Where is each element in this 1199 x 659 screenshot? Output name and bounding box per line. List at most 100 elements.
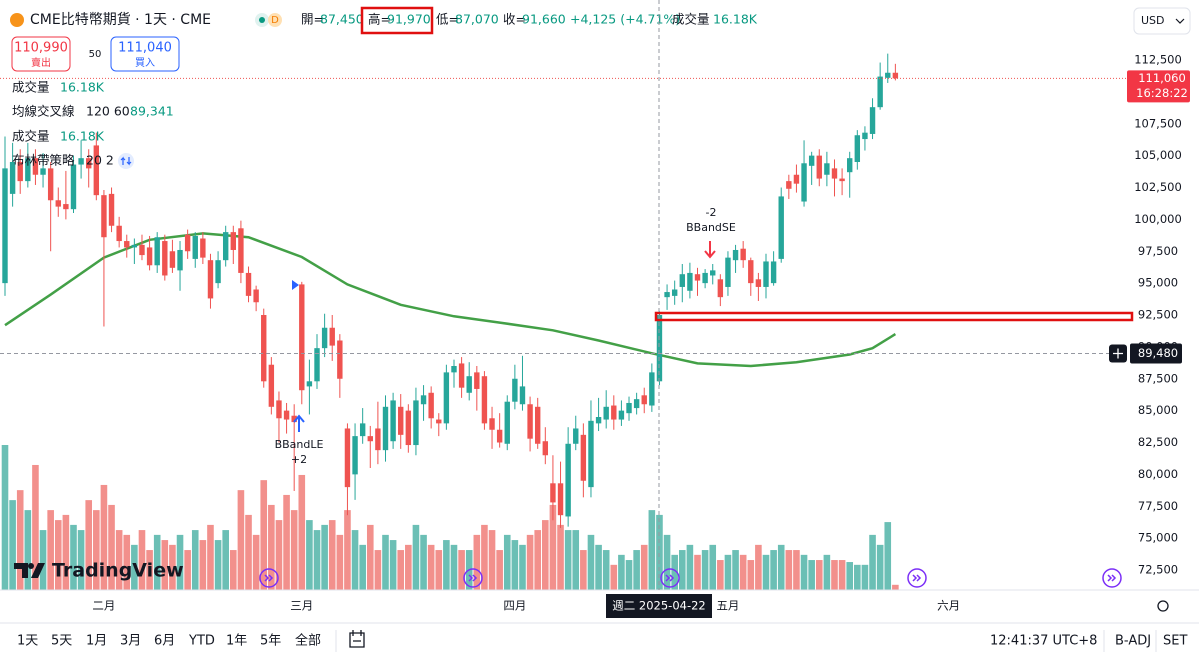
currency[interactable]: USD [1141, 14, 1165, 27]
volume-bar [854, 564, 861, 590]
ohlc-value: 91,660 [522, 12, 566, 27]
candle-body [641, 395, 647, 405]
legend-name[interactable]: 成交量 [12, 129, 50, 144]
volume-bar [93, 510, 100, 590]
logo[interactable]: TradingView [52, 560, 184, 582]
sell-label[interactable]: 賣出 [31, 56, 51, 69]
candle-body [535, 406, 541, 444]
legend-value: 16.18K [60, 129, 105, 144]
range-button[interactable]: 6月 [154, 634, 175, 649]
volume-bar [633, 550, 640, 590]
annotation: BBandSE [686, 221, 736, 234]
volume-bar [306, 520, 313, 590]
volume-bar [618, 554, 625, 590]
y-tick-label: 102,500 [1134, 180, 1182, 194]
y-tick-label: 87,500 [1138, 371, 1178, 385]
badge-bg [268, 13, 282, 27]
crosshair-plus [1113, 348, 1123, 359]
candle-body [184, 234, 191, 252]
spread: 50 [89, 49, 102, 60]
replay-icon[interactable] [1102, 568, 1122, 588]
y-tick-label: 85,000 [1138, 403, 1178, 417]
x-tick-label: 三月 [290, 599, 313, 613]
strategy-icon[interactable] [118, 153, 134, 169]
volume-bar [580, 550, 587, 590]
candle-body [580, 434, 587, 481]
buy-button[interactable] [110, 36, 180, 72]
annotation: -2 [706, 206, 717, 219]
candle-body [519, 386, 526, 405]
volume-bar [77, 530, 85, 590]
candle-body [512, 378, 518, 402]
volume-bar [245, 514, 252, 590]
range-button[interactable]: 全部 [295, 633, 321, 649]
currency-button[interactable] [1133, 7, 1191, 35]
legend-name[interactable]: 均線交叉線 [12, 104, 75, 119]
strategy-icon-arrows [120, 156, 132, 166]
volume-bar [366, 524, 374, 590]
candle-body [725, 257, 731, 287]
candle-body [618, 410, 625, 420]
volume-bar [519, 544, 526, 590]
volume-bar [237, 490, 245, 590]
countdown: 16:28:22 [1136, 86, 1188, 100]
buy-label[interactable]: 買入 [135, 57, 155, 69]
candle-body [443, 372, 450, 424]
range-button[interactable]: 5天 [51, 634, 72, 649]
replay-icon[interactable] [660, 568, 680, 588]
volume-bar [123, 534, 131, 590]
candle-body [633, 399, 640, 409]
range-button[interactable]: YTD [188, 634, 215, 649]
candle-body [573, 428, 579, 444]
candle-body [382, 406, 389, 451]
ohlc-value: 91,970 [387, 12, 431, 27]
candle-body [337, 340, 343, 379]
volume-bar [785, 550, 793, 590]
settlement-button[interactable]: SET [1163, 634, 1187, 649]
legend-params: 20 2 [86, 153, 114, 168]
candle-body [146, 247, 153, 266]
candle-body [169, 251, 176, 268]
date-range-icon[interactable] [349, 630, 365, 648]
sell-button[interactable] [11, 36, 71, 72]
volume-bar [268, 504, 275, 590]
replay-icon[interactable] [907, 568, 927, 588]
buy-price[interactable]: 111,040 [118, 41, 172, 56]
last-price-label: 111,060 [1138, 71, 1186, 85]
range-button[interactable]: 1月 [86, 634, 107, 649]
range-button[interactable]: 5年 [260, 634, 281, 649]
replay-icon[interactable] [259, 568, 279, 588]
range-button[interactable]: 3月 [120, 634, 141, 649]
volume-bar [146, 550, 153, 590]
clock[interactable]: 12:41:37 UTC+8 [990, 634, 1097, 649]
volume-bar [412, 524, 420, 590]
candle-body [801, 163, 807, 202]
volume-bar [640, 544, 648, 590]
settings-icon[interactable] [1157, 600, 1169, 612]
legend-name[interactable]: 布林帶策略 [12, 153, 75, 168]
replay-icon[interactable] [463, 568, 483, 588]
volume-bar [199, 540, 207, 590]
volume-bar [747, 560, 755, 590]
range-button[interactable]: 1天 [17, 634, 38, 649]
candle-body [877, 76, 883, 108]
volume-bar [838, 560, 846, 590]
x-tick-label: 五月 [716, 599, 739, 613]
volume-bar [481, 524, 488, 590]
candle-body [496, 429, 503, 443]
sell-price[interactable]: 110,990 [14, 41, 68, 56]
symbol-title[interactable]: CME比特幣期貨 · 1天 · CME [30, 11, 211, 28]
candle-body [390, 400, 396, 442]
replay-arrows [264, 574, 1117, 582]
volume-bar [389, 540, 397, 590]
legend-value: 16.18K [60, 80, 105, 95]
volume-bar [443, 540, 450, 590]
candle-body [770, 261, 777, 284]
volume-bar [351, 530, 359, 590]
candle-body [892, 72, 899, 79]
volume-bar [70, 524, 77, 590]
volume-bar [663, 534, 671, 590]
range-button[interactable]: 1年 [226, 634, 247, 649]
adjust-button[interactable]: B-ADJ [1115, 634, 1151, 649]
legend-name[interactable]: 成交量 [12, 80, 50, 95]
